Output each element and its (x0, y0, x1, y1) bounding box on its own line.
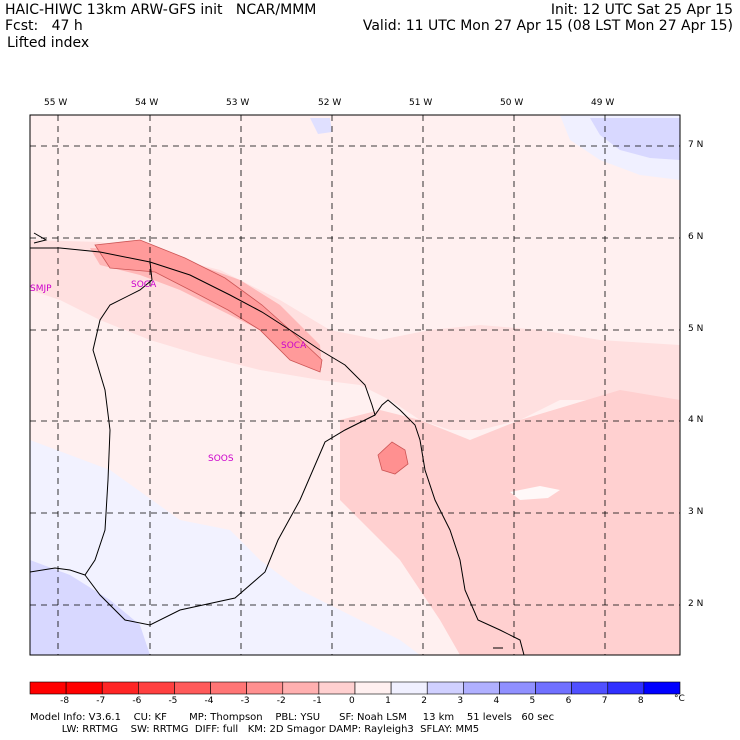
colorbar-tick-label: -7 (96, 696, 106, 706)
colorbar-swatch (174, 681, 211, 695)
lon-label-55w: 55 W (44, 98, 68, 108)
lon-label-53w: 53 W (226, 98, 250, 108)
station-soca: SOCA (281, 341, 307, 351)
model-info-line2: LW: RRTMG SW: RRTMG DIFF: full KM: 2D Sm… (30, 724, 480, 735)
init-time: Init: 12 UTC Sat 25 Apr 15 (550, 2, 733, 18)
forecast-hour-label: Fcst: 47 h (5, 18, 83, 34)
shade-white-patch (510, 486, 560, 500)
colorbar-tick-label: 6 (565, 696, 572, 706)
lat-label-7n: 7 N (688, 140, 704, 150)
colorbar-tick-label: -4 (204, 696, 214, 706)
shade-li-minus3-blob (377, 441, 409, 475)
station-soca-west: SOCA (131, 280, 157, 290)
colorbar-swatch (354, 681, 392, 695)
lon-label-52w: 52 W (318, 98, 342, 108)
colorbar-unit: °C (674, 694, 685, 704)
lat-label-4n: 4 N (688, 415, 704, 425)
colorbar-swatch (246, 681, 284, 695)
shade-pink-east (340, 390, 680, 655)
colorbar-swatch (535, 681, 572, 695)
fcst-label: Fcst: (5, 18, 39, 34)
colorbar-swatch (210, 681, 247, 695)
colorbar-swatch (282, 681, 320, 695)
fcst-value: 47 h (51, 18, 83, 34)
colorbar-swatch (101, 681, 139, 695)
colorbar-tick-label: -3 (240, 696, 250, 706)
lat-label-2n: 2 N (688, 599, 704, 609)
colorbar-tick-label: -5 (168, 696, 178, 706)
colorbar-tick-label: 3 (457, 696, 464, 706)
lat-lon-grid (30, 115, 680, 655)
coast-inlet (33, 232, 48, 244)
colorbar-swatch (607, 681, 645, 695)
colorbar-tick-label: 0 (349, 696, 355, 706)
colorbar-swatch (29, 681, 67, 695)
colorbar-swatch (643, 681, 681, 695)
colorbar-tick-label: 1 (385, 696, 391, 706)
colorbar-tick-label: -2 (276, 696, 286, 706)
lat-label-6n: 6 N (688, 232, 704, 242)
shading-layer (30, 115, 680, 655)
shade-blue-top (310, 118, 332, 134)
border-west (30, 261, 153, 576)
colorbar-swatch (138, 681, 175, 695)
valid-time: Valid: 11 UTC Mon 27 Apr 15 (08 LST Mon … (362, 18, 733, 34)
colorbar-tick-label: -1 (312, 696, 322, 706)
map-frame (29, 114, 681, 656)
station-soos: SOOS (208, 454, 234, 464)
colorbar-swatch (318, 681, 356, 695)
station-smjp: SMJP (30, 284, 52, 294)
shade-light-blue-sw (30, 440, 420, 655)
field-name: Lifted index (7, 35, 90, 51)
shade-li-minus3 (94, 239, 323, 373)
lon-label-51w: 51 W (409, 98, 433, 108)
colorbar-swatch (390, 681, 428, 695)
shade-blue-ne (590, 118, 680, 160)
border-central (84, 414, 376, 626)
colorbar-tick-label: 7 (601, 696, 608, 706)
lon-label-49w: 49 W (591, 98, 615, 108)
colorbar-tick-label: -6 (132, 696, 142, 706)
lat-label-5n: 5 N (688, 324, 704, 334)
shade-coastal-band (90, 248, 322, 368)
lon-label-50w: 50 W (500, 98, 524, 108)
colorbar-tick-label: 5 (529, 696, 536, 706)
lat-label-3n: 3 N (688, 507, 704, 517)
colorbar-swatch (463, 681, 500, 695)
colorbar (29, 681, 681, 695)
colorbar-swatch (499, 681, 536, 695)
colorbar-swatch (65, 681, 103, 695)
model-info-line1: Model Info: V3.6.1 CU: KF MP: Thompson P… (30, 712, 555, 723)
coastline (30, 247, 525, 655)
model-title: HAIC-HIWC 13km ARW-GFS init NCAR/MMM (5, 2, 317, 18)
coastline-borders (30, 232, 525, 655)
colorbar-tick-label: 2 (421, 696, 427, 706)
lon-label-54w: 54 W (135, 98, 159, 108)
colorbar-tick-label: 8 (637, 696, 644, 706)
colorbar-tick-label: -8 (60, 696, 70, 706)
colorbar-tick-label: 4 (493, 696, 500, 706)
colorbar-swatch (426, 681, 464, 695)
colorbar-swatch (571, 681, 609, 695)
shade-blue-sw (30, 560, 150, 655)
